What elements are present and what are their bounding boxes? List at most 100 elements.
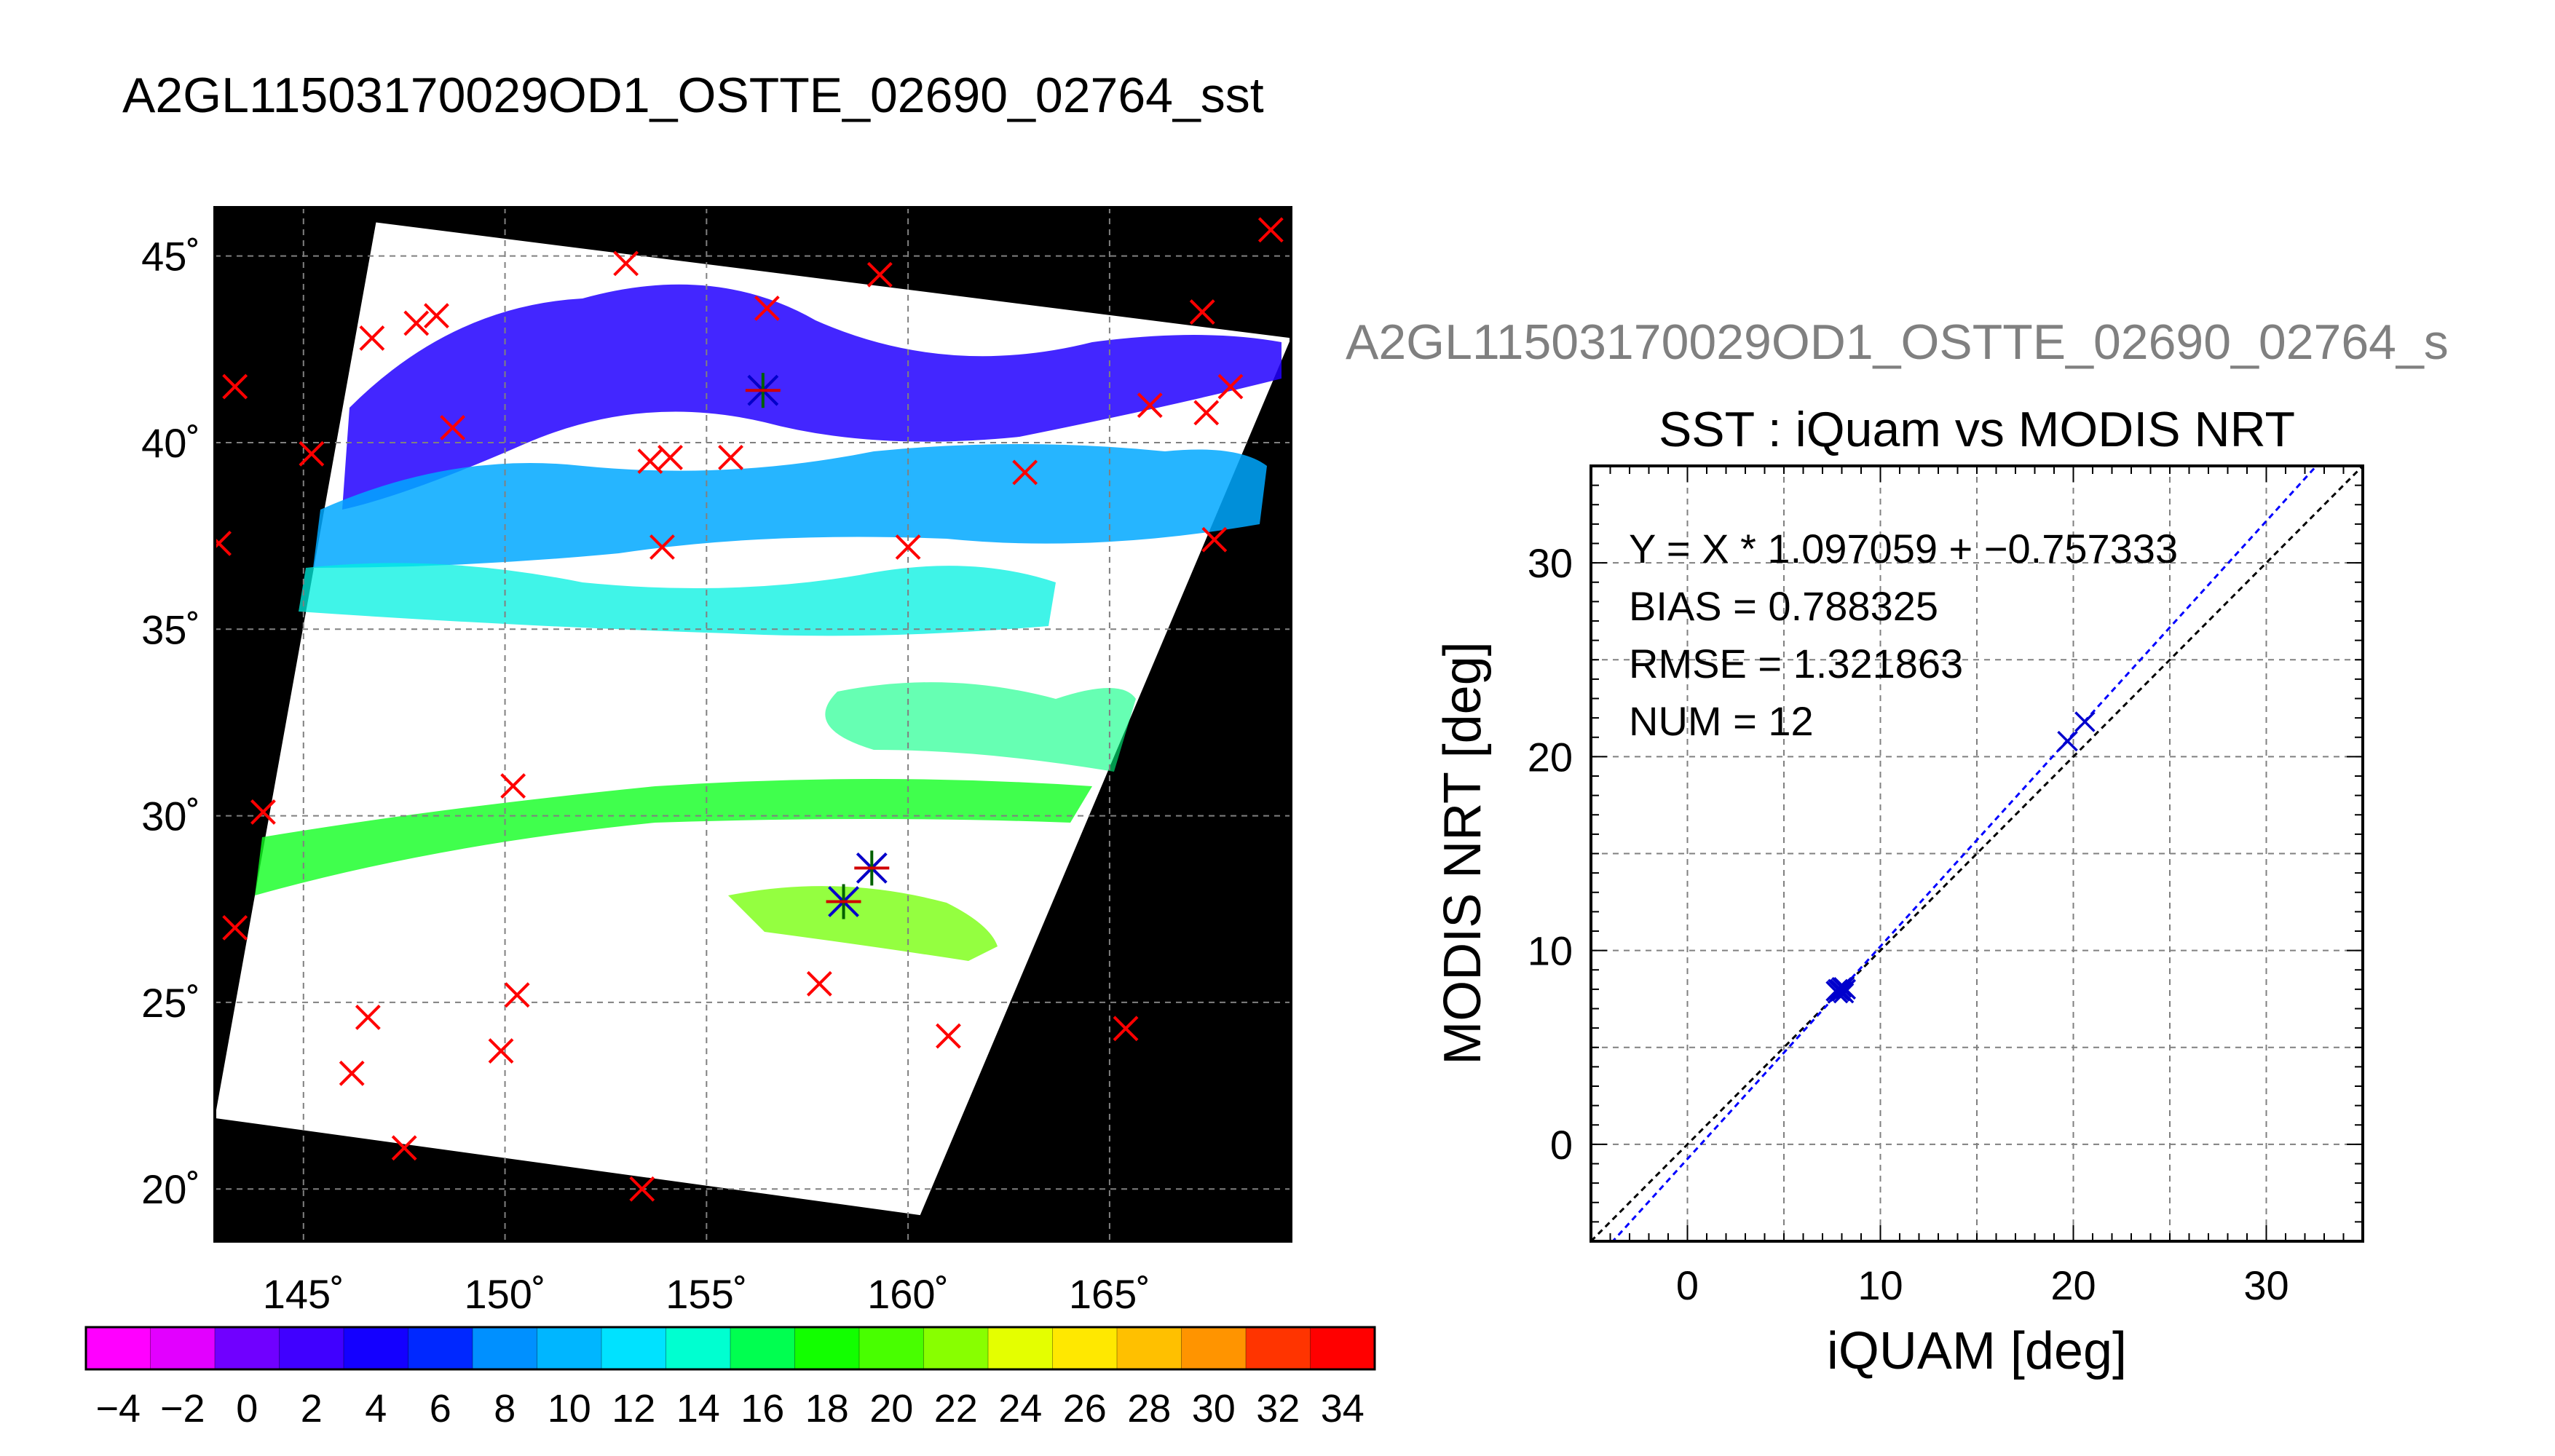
sst-map-panel: 145˚ 150˚ 155˚ 160˚ 165˚ 45˚ 40˚ 35˚ 30˚ 25˚ 20˚ bbox=[141, 206, 1292, 1317]
scatter-y-tick-label: 10 bbox=[1528, 928, 1573, 974]
sst-colorbar: −4 −2 0 2 4 6 8 10 12 14 16 18 20 22 24 26 28 30 32 34 bbox=[84, 1326, 1376, 1431]
iquam-marker bbox=[1137, 392, 1163, 419]
colorbar-cell bbox=[473, 1327, 537, 1369]
colorbar-tick-label: 10 bbox=[548, 1387, 591, 1431]
stats-num: NUM = 12 bbox=[1629, 698, 1814, 744]
scatter-x-tick-label: 30 bbox=[2243, 1262, 2289, 1308]
colorbar-tick-label: 30 bbox=[1192, 1387, 1236, 1431]
regression-line bbox=[1611, 466, 2318, 1241]
colorbar-cell bbox=[666, 1327, 731, 1369]
colorbar-tick-label: 2 bbox=[301, 1387, 323, 1431]
scatter-point bbox=[1833, 976, 1855, 998]
iquam-marker bbox=[440, 415, 466, 440]
iquam-marker bbox=[806, 970, 832, 997]
map-y-tick-label: 25˚ bbox=[141, 980, 200, 1026]
scatter-minor-ticks bbox=[1590, 465, 2364, 1242]
colorbar-tick-label: 14 bbox=[676, 1387, 720, 1431]
colorbar-cell bbox=[344, 1327, 408, 1369]
iquam-marker bbox=[215, 530, 232, 556]
map-longitude-ticks: 145˚ 150˚ 155˚ 160˚ 165˚ bbox=[263, 1271, 1150, 1317]
scatter-x-tick-label: 10 bbox=[1857, 1262, 1903, 1308]
iquam-marker bbox=[1193, 400, 1220, 426]
colorbar-tick-label: 4 bbox=[365, 1387, 387, 1431]
iquam-marker bbox=[866, 261, 893, 288]
scatter-points bbox=[1825, 711, 2096, 1004]
map-latitude-ticks: 45˚ 40˚ 35˚ 30˚ 25˚ 20˚ bbox=[141, 234, 200, 1213]
iquam-marker bbox=[339, 1060, 365, 1086]
iquam-marker bbox=[424, 303, 449, 329]
stats-bias: BIAS = 0.788325 bbox=[1629, 583, 1938, 629]
iquam-marker bbox=[250, 799, 276, 825]
iquam-marker bbox=[299, 440, 325, 467]
matched-marker bbox=[745, 373, 781, 408]
scatter-title: SST : iQuam vs MODIS NRT bbox=[1659, 402, 2295, 457]
iquam-marker bbox=[222, 373, 248, 400]
iquam-markers bbox=[215, 217, 1284, 1202]
stats-equation: Y = X * 1.097059 + −0.757333 bbox=[1629, 526, 2178, 571]
colorbar-cell bbox=[794, 1327, 860, 1369]
iquam-marker bbox=[936, 1023, 961, 1049]
map-y-tick-label: 45˚ bbox=[141, 234, 200, 280]
iquam-marker bbox=[1189, 299, 1215, 325]
scatter-x-tick-label: 0 bbox=[1676, 1262, 1699, 1308]
colorbar-cell bbox=[86, 1327, 151, 1369]
map-x-tick-label: 145˚ bbox=[263, 1271, 344, 1317]
colorbar-cell bbox=[923, 1327, 989, 1369]
iquam-marker bbox=[1113, 1016, 1139, 1042]
colorbar-tick-label: 16 bbox=[741, 1387, 784, 1431]
colorbar-cell bbox=[988, 1327, 1053, 1369]
iquam-marker bbox=[391, 1135, 417, 1161]
scatter-y-label: MODIS NRT [deg] bbox=[1434, 641, 1492, 1065]
colorbar-tick-label: 24 bbox=[998, 1387, 1042, 1431]
scatter-y-tick-label: 30 bbox=[1528, 540, 1573, 586]
iquam-marker bbox=[613, 250, 639, 277]
colorbar-tick-label: −4 bbox=[95, 1387, 141, 1431]
scatter-y-ticks: 0 10 20 30 bbox=[1528, 540, 1573, 1168]
colorbar-cell bbox=[1052, 1327, 1118, 1369]
colorbar-tick-label: 20 bbox=[869, 1387, 913, 1431]
scatter-x-tick-label: 20 bbox=[2050, 1262, 2096, 1308]
iquam-marker bbox=[488, 1038, 514, 1064]
map-y-tick-label: 40˚ bbox=[141, 420, 200, 466]
colorbar-cell bbox=[859, 1327, 924, 1369]
overlay-filename-title: A2GL11503170029OD1_OSTTE_02690_02764_s bbox=[1346, 314, 2449, 370]
map-x-tick-label: 150˚ bbox=[465, 1271, 546, 1317]
colorbar-tick-label: 22 bbox=[934, 1387, 978, 1431]
colorbar-cell bbox=[601, 1327, 666, 1369]
identity-line bbox=[1591, 466, 2363, 1241]
colorbar-tick-label: 8 bbox=[494, 1387, 516, 1431]
iquam-marker bbox=[1257, 217, 1284, 243]
iquam-marker bbox=[895, 534, 921, 560]
colorbar-cell bbox=[1246, 1327, 1311, 1369]
sst-color-bands bbox=[255, 284, 1282, 961]
colorbar-tick-label: −2 bbox=[160, 1387, 205, 1431]
iquam-marker bbox=[754, 295, 780, 321]
colorbar-tick-label: 6 bbox=[430, 1387, 451, 1431]
iquam-marker bbox=[504, 982, 530, 1008]
colorbar-cell bbox=[279, 1327, 344, 1369]
colorbar-tick-label: 34 bbox=[1321, 1387, 1365, 1431]
matched-marker bbox=[854, 850, 890, 886]
scatter-point bbox=[2074, 711, 2096, 732]
iquam-marker bbox=[355, 1005, 381, 1030]
iquam-marker bbox=[500, 773, 526, 799]
stats-rmse: RMSE = 1.321863 bbox=[1629, 641, 1963, 687]
iquam-marker bbox=[637, 448, 663, 475]
scatter-y-tick-label: 0 bbox=[1550, 1122, 1573, 1168]
map-frame bbox=[213, 206, 1292, 1243]
scatter-x-label: iQUAM [deg] bbox=[1827, 1322, 2127, 1380]
map-y-tick-label: 30˚ bbox=[141, 794, 200, 839]
colorbar-tick-label: 12 bbox=[612, 1387, 655, 1431]
colorbar-cell bbox=[1117, 1327, 1182, 1369]
scatter-y-tick-label: 20 bbox=[1528, 734, 1573, 780]
regression-stats: Y = X * 1.097059 + −0.757333 BIAS = 0.78… bbox=[1629, 526, 2178, 744]
iquam-marker bbox=[403, 310, 430, 336]
colorbar-cell bbox=[1310, 1327, 1375, 1369]
scatter-gridlines bbox=[1591, 466, 2363, 1241]
map-x-tick-label: 165˚ bbox=[1069, 1271, 1150, 1317]
colorbar-tick-label: 28 bbox=[1127, 1387, 1171, 1431]
colorbar-tick-label: 0 bbox=[236, 1387, 258, 1431]
scatter-point bbox=[2057, 730, 2078, 752]
colorbar-cell bbox=[730, 1327, 795, 1369]
map-y-tick-label: 20˚ bbox=[141, 1166, 200, 1212]
